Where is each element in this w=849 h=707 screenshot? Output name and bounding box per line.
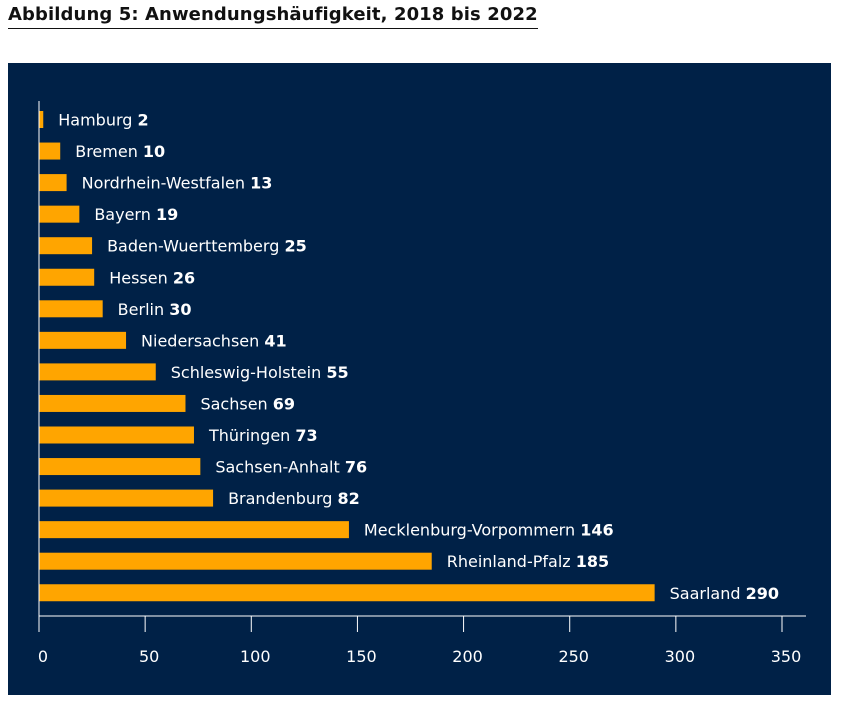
bar-baden-wuerttemberg (39, 237, 93, 255)
bar-schleswig-holstein (39, 363, 156, 381)
x-tick-label: 300 (665, 647, 696, 666)
x-tick-label: 250 (558, 647, 589, 666)
figure-title: Abbildung 5: Anwendungshäufigkeit, 2018 … (8, 4, 538, 29)
bar-bremen (39, 142, 61, 160)
bar-label: Bremen 10 (75, 142, 165, 161)
bar-label: Brandenburg 82 (228, 489, 360, 508)
bar-label: Hessen 26 (109, 268, 195, 287)
bar-label: Berlin 30 (118, 300, 192, 319)
bar-label: Sachsen 69 (200, 394, 295, 413)
bar-label: Niedersachsen 41 (141, 331, 287, 350)
bar-hamburg (39, 111, 44, 128)
bar-chart: Hamburg 2 Bremen 10 Nordrhein-Westfalen 13… (38, 101, 806, 666)
chart-panel: Hamburg 2 Bremen 10 Nordrhein-Westfalen 13… (8, 63, 831, 695)
x-tick-label: 350 (771, 647, 802, 666)
bar-hessen (39, 268, 95, 286)
x-tick-label: 200 (452, 647, 483, 666)
bar-rheinland-pfalz (39, 552, 432, 570)
bar-berlin (39, 300, 103, 318)
bar-bayern (39, 205, 80, 223)
bar-nordrhein-westfalen (39, 174, 67, 192)
bar-mecklenburg-vorpommern (39, 521, 349, 539)
bar-label: Mecklenburg-Vorpommern 146 (364, 521, 614, 540)
x-tick-label: 100 (240, 647, 271, 666)
bar-label: Nordrhein-Westfalen 13 (82, 174, 273, 193)
bar-sachsen (39, 394, 186, 412)
bar-label: Saarland 290 (670, 584, 779, 603)
bar-label: Thüringen 73 (208, 426, 318, 445)
bar-label: Hamburg 2 (58, 111, 148, 130)
bar-saarland (39, 584, 655, 602)
x-tick-label: 0 (38, 647, 48, 666)
bar-thüringen (39, 426, 194, 444)
x-tick-label: 50 (139, 647, 159, 666)
bar-niedersachsen (39, 331, 127, 349)
x-tick-label: 150 (346, 647, 377, 666)
bar-label: Sachsen-Anhalt 76 (215, 458, 367, 477)
bar-sachsen-anhalt (39, 458, 201, 476)
bar-brandenburg (39, 489, 214, 507)
bar-label: Schleswig-Holstein 55 (171, 363, 349, 382)
bar-label: Rheinland-Pfalz 185 (447, 552, 609, 571)
bar-label: Bayern 19 (94, 205, 178, 224)
bar-label: Baden-Wuerttemberg 25 (107, 237, 307, 256)
